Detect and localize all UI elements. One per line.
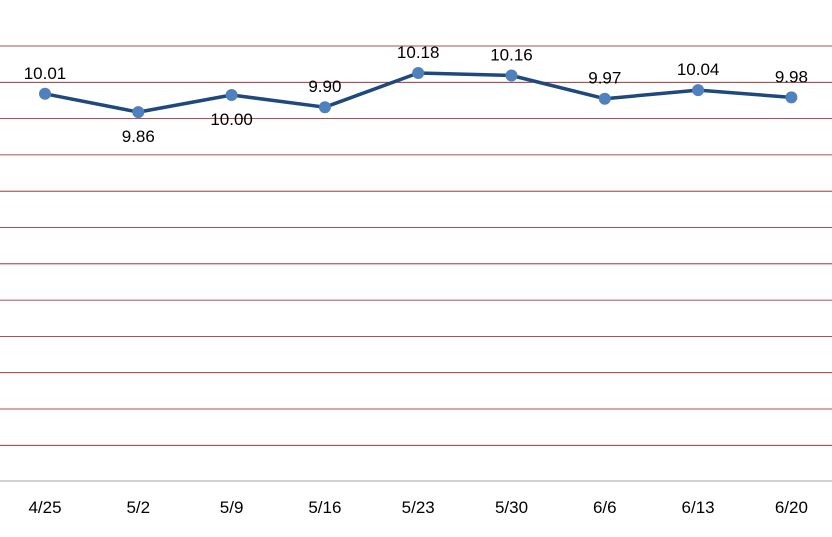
data-label: 9.86 — [122, 127, 155, 146]
data-label: 10.00 — [210, 110, 253, 129]
x-tick-label: 5/23 — [402, 498, 435, 517]
data-point-marker — [598, 92, 611, 105]
data-labels: 10.01 9.86 10.00 9.90 10.18 10.16 9.97 10.04 9.9… — [24, 43, 808, 146]
data-point-marker — [692, 84, 705, 97]
data-point-marker — [132, 106, 145, 119]
x-tick-label: 6/6 — [593, 498, 617, 517]
x-tick-label: 5/2 — [126, 498, 150, 517]
data-label: 9.98 — [775, 67, 808, 86]
x-tick-label: 5/9 — [220, 498, 244, 517]
data-point-marker — [39, 87, 51, 100]
gridlines — [0, 45, 832, 446]
data-label: 9.97 — [588, 69, 621, 88]
data-point-marker — [505, 69, 518, 82]
x-tick-label: 5/30 — [495, 498, 528, 517]
series-markers — [39, 67, 798, 119]
data-point-marker — [412, 67, 425, 79]
data-label: 10.18 — [397, 43, 440, 62]
x-tick-label: 6/20 — [775, 498, 808, 517]
x-tick-labels: 4/25 5/2 5/9 5/16 5/23 5/30 6/6 6/13 6/20 — [28, 498, 807, 517]
data-point-marker — [225, 89, 238, 101]
data-label: 10.04 — [677, 60, 720, 79]
data-label: 9.90 — [308, 77, 341, 96]
data-label: 10.01 — [24, 64, 67, 83]
data-label: 10.16 — [490, 46, 533, 65]
data-point-marker — [785, 91, 798, 104]
x-tick-label: 6/13 — [682, 498, 715, 517]
data-point-marker — [318, 101, 331, 114]
x-tick-label: 5/16 — [308, 498, 341, 517]
x-tick-label: 4/25 — [28, 498, 61, 517]
